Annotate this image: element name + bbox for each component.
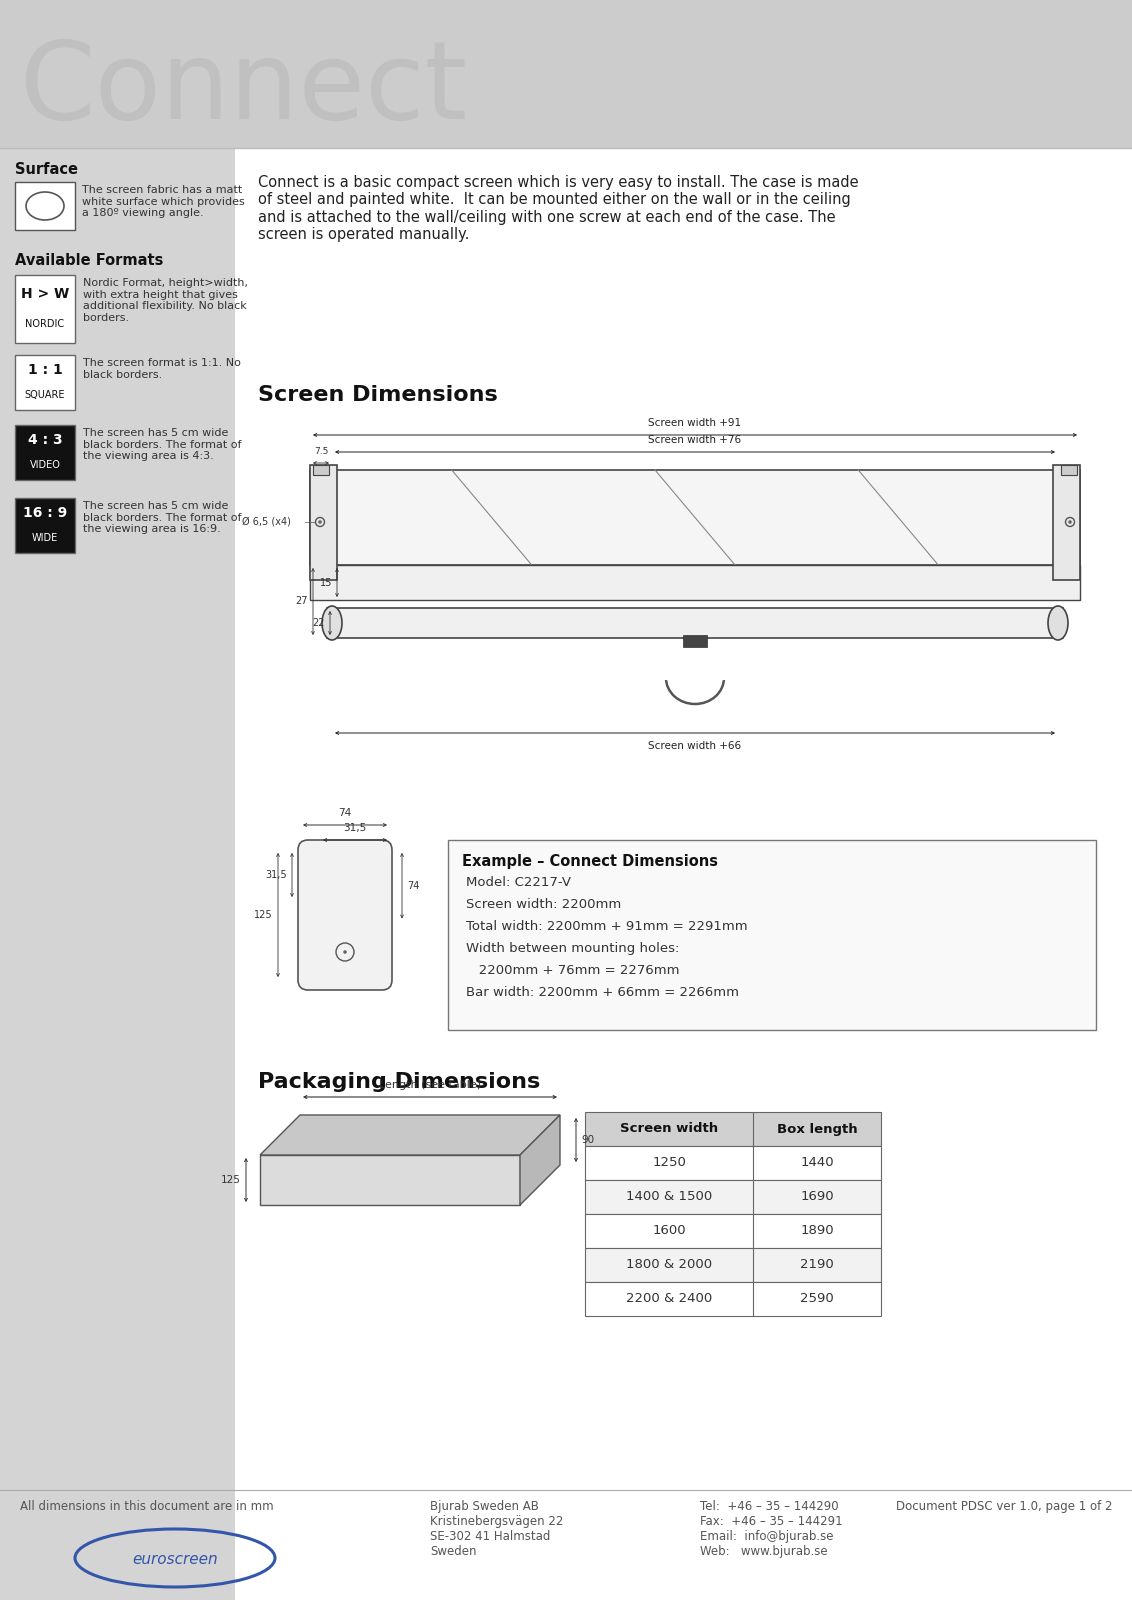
Text: euroscreen: euroscreen bbox=[132, 1552, 217, 1566]
Bar bbox=[585, 1282, 881, 1315]
Text: 15: 15 bbox=[319, 578, 332, 587]
Text: 125: 125 bbox=[255, 910, 273, 920]
Text: 2190: 2190 bbox=[800, 1259, 834, 1272]
Text: Screen width +91: Screen width +91 bbox=[649, 418, 741, 427]
Text: Tel:  +46 – 35 – 144290
Fax:  +46 – 35 – 144291
Email:  info@bjurab.se
Web:   ww: Tel: +46 – 35 – 144290 Fax: +46 – 35 – 1… bbox=[700, 1501, 842, 1558]
Bar bbox=[683, 635, 708, 646]
Text: Bar width: 2200mm + 66mm = 2266mm: Bar width: 2200mm + 66mm = 2266mm bbox=[466, 986, 739, 998]
Text: SQUARE: SQUARE bbox=[25, 389, 66, 400]
Text: Connect: Connect bbox=[20, 35, 469, 142]
Text: Screen Dimensions: Screen Dimensions bbox=[258, 386, 498, 405]
Text: 7.5: 7.5 bbox=[314, 446, 328, 456]
Text: Available Formats: Available Formats bbox=[15, 253, 163, 267]
Bar bbox=[15, 355, 75, 410]
Text: 2200mm + 76mm = 2276mm: 2200mm + 76mm = 2276mm bbox=[466, 963, 679, 978]
Text: 1890: 1890 bbox=[800, 1224, 834, 1237]
Text: 1 : 1: 1 : 1 bbox=[27, 363, 62, 378]
Text: Screen width +76: Screen width +76 bbox=[649, 435, 741, 445]
Text: Box length: Box length bbox=[777, 1123, 857, 1136]
Text: 2590: 2590 bbox=[800, 1293, 834, 1306]
Text: 31,5: 31,5 bbox=[343, 822, 367, 834]
Text: 1400 & 1500: 1400 & 1500 bbox=[626, 1190, 712, 1203]
Text: WIDE: WIDE bbox=[32, 533, 58, 542]
Bar bbox=[327, 608, 1063, 638]
Text: Screen width +66: Screen width +66 bbox=[649, 741, 741, 750]
Text: 1250: 1250 bbox=[652, 1157, 686, 1170]
Text: NORDIC: NORDIC bbox=[25, 318, 65, 330]
Text: Length (see table): Length (see table) bbox=[379, 1080, 481, 1090]
Bar bbox=[0, 149, 235, 1600]
Text: The screen has 5 cm wide
black borders. The format of
the viewing area is 16:9.: The screen has 5 cm wide black borders. … bbox=[83, 501, 241, 534]
FancyBboxPatch shape bbox=[298, 840, 392, 990]
Text: 31,5: 31,5 bbox=[265, 870, 288, 880]
Bar bbox=[15, 275, 75, 342]
Bar bbox=[1053, 466, 1080, 579]
Text: 16 : 9: 16 : 9 bbox=[23, 506, 67, 520]
Text: 22: 22 bbox=[312, 618, 325, 627]
Text: Model: C2217-V: Model: C2217-V bbox=[466, 877, 571, 890]
Text: 1690: 1690 bbox=[800, 1190, 834, 1203]
Bar bbox=[585, 1146, 881, 1181]
Polygon shape bbox=[260, 1115, 560, 1155]
Text: Bjurab Sweden AB
Kristinebergsvägen 22
SE-302 41 Halmstad
Sweden: Bjurab Sweden AB Kristinebergsvägen 22 S… bbox=[430, 1501, 564, 1558]
Text: VIDEO: VIDEO bbox=[29, 459, 60, 470]
Text: Ø 6,5 (x4): Ø 6,5 (x4) bbox=[242, 515, 291, 526]
Bar bbox=[585, 1248, 881, 1282]
Text: 90: 90 bbox=[581, 1134, 594, 1146]
Text: 2200 & 2400: 2200 & 2400 bbox=[626, 1293, 712, 1306]
Text: All dimensions in this document are in mm: All dimensions in this document are in m… bbox=[20, 1501, 274, 1514]
Text: The screen format is 1:1. No
black borders.: The screen format is 1:1. No black borde… bbox=[83, 358, 241, 379]
Text: 74: 74 bbox=[338, 808, 352, 818]
Bar bbox=[15, 182, 75, 230]
Text: 4 : 3: 4 : 3 bbox=[27, 434, 62, 448]
Bar bbox=[310, 466, 337, 579]
Text: 125: 125 bbox=[221, 1174, 241, 1186]
Text: Width between mounting holes:: Width between mounting holes: bbox=[466, 942, 679, 955]
Text: H > W: H > W bbox=[20, 286, 69, 301]
Bar bbox=[310, 470, 1080, 565]
Bar bbox=[310, 565, 1080, 600]
Text: 74: 74 bbox=[408, 880, 419, 891]
Text: Packaging Dimensions: Packaging Dimensions bbox=[258, 1072, 540, 1091]
Bar bbox=[448, 840, 1096, 1030]
Bar bbox=[260, 1155, 520, 1205]
Text: Connect is a basic compact screen which is very easy to install. The case is mad: Connect is a basic compact screen which … bbox=[258, 174, 859, 242]
Text: 1600: 1600 bbox=[652, 1224, 686, 1237]
Bar bbox=[585, 1181, 881, 1214]
Bar bbox=[314, 466, 329, 475]
Circle shape bbox=[318, 520, 321, 523]
Bar bbox=[15, 426, 75, 480]
Bar bbox=[1061, 466, 1077, 475]
Text: The screen fabric has a matt
white surface which provides
a 180º viewing angle.: The screen fabric has a matt white surfa… bbox=[82, 186, 245, 218]
Text: Nordic Format, height>width,
with extra height that gives
additional flexibility: Nordic Format, height>width, with extra … bbox=[83, 278, 248, 323]
Text: 27: 27 bbox=[295, 597, 308, 606]
Circle shape bbox=[343, 950, 346, 954]
Bar bbox=[15, 498, 75, 554]
Circle shape bbox=[1069, 520, 1072, 523]
Text: Total width: 2200mm + 91mm = 2291mm: Total width: 2200mm + 91mm = 2291mm bbox=[466, 920, 747, 933]
Text: Document PDSC ver 1.0, page 1 of 2: Document PDSC ver 1.0, page 1 of 2 bbox=[895, 1501, 1112, 1514]
Polygon shape bbox=[520, 1115, 560, 1205]
Bar bbox=[585, 1214, 881, 1248]
Text: 1440: 1440 bbox=[800, 1157, 834, 1170]
Text: Screen width: Screen width bbox=[620, 1123, 718, 1136]
Text: 1800 & 2000: 1800 & 2000 bbox=[626, 1259, 712, 1272]
Ellipse shape bbox=[321, 606, 342, 640]
Text: Surface: Surface bbox=[15, 162, 78, 178]
Text: Screen width: 2200mm: Screen width: 2200mm bbox=[466, 898, 621, 910]
Bar bbox=[585, 1112, 881, 1146]
Bar bbox=[660, 648, 730, 678]
Bar bbox=[0, 0, 1132, 149]
Text: The screen has 5 cm wide
black borders. The format of
the viewing area is 4:3.: The screen has 5 cm wide black borders. … bbox=[83, 427, 241, 461]
Text: Example – Connect Dimensions: Example – Connect Dimensions bbox=[462, 854, 718, 869]
Ellipse shape bbox=[1048, 606, 1067, 640]
